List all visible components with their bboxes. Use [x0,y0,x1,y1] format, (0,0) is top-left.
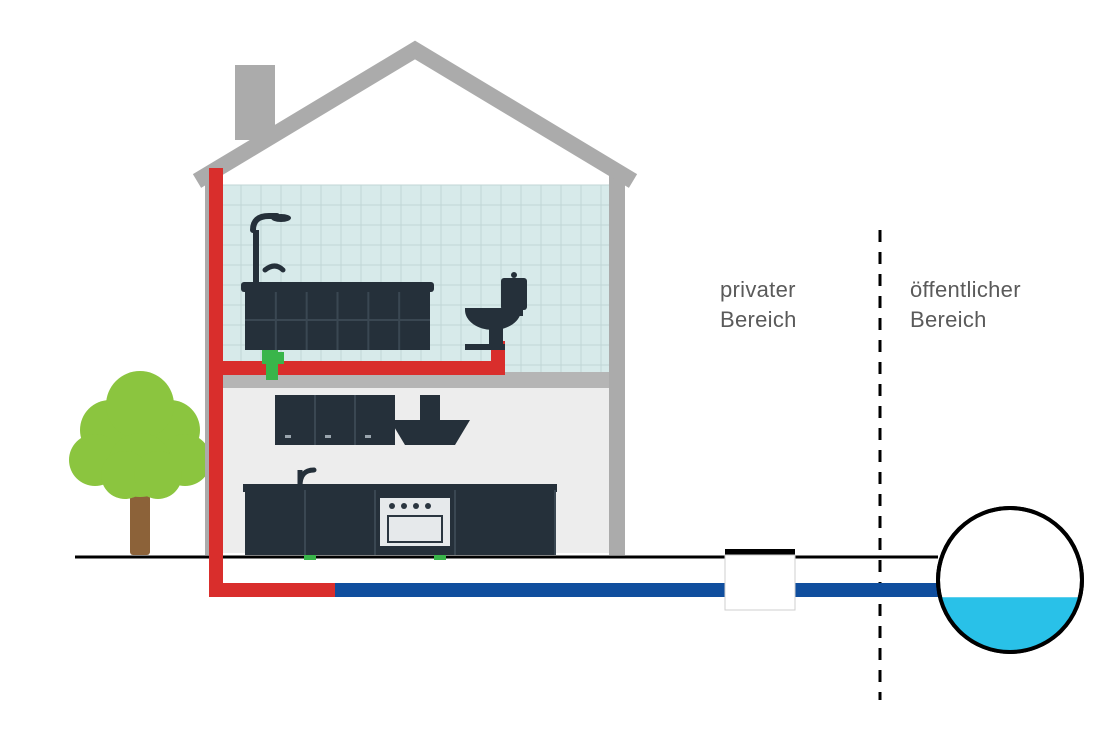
label-public-line1: öffentlicher [910,277,1021,302]
diagram-stage: privater Bereich öffentlicher Bereich [0,0,1112,746]
label-private-line2: Bereich [720,307,797,332]
diagram-svg [0,0,1112,746]
label-public-line2: Bereich [910,307,987,332]
label-public: öffentlicher Bereich [910,275,1021,334]
label-private-line1: privater [720,277,796,302]
label-private: privater Bereich [720,275,797,334]
